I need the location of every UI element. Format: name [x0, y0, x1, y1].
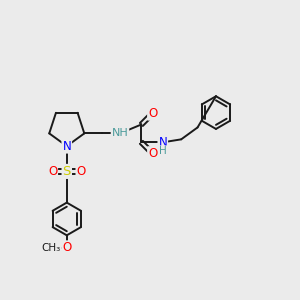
Text: O: O	[148, 147, 157, 160]
Text: O: O	[148, 107, 157, 120]
Text: H: H	[159, 146, 166, 156]
Text: S: S	[63, 165, 71, 178]
Text: O: O	[62, 241, 71, 254]
Text: CH₃: CH₃	[41, 243, 61, 253]
Text: N: N	[158, 136, 167, 149]
Text: O: O	[48, 165, 57, 178]
Text: O: O	[76, 165, 86, 178]
Text: N: N	[62, 140, 71, 153]
Text: NH: NH	[112, 128, 128, 138]
